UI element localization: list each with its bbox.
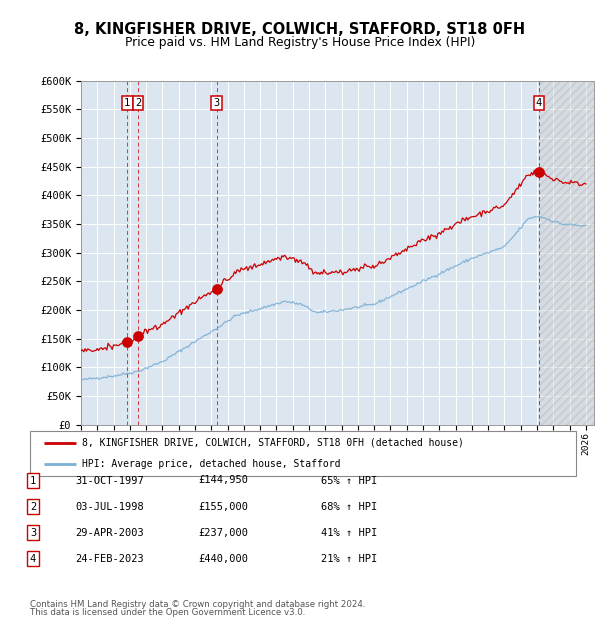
Text: 3: 3 (214, 98, 220, 108)
Text: £237,000: £237,000 (198, 528, 248, 538)
FancyBboxPatch shape (30, 431, 576, 476)
Text: 03-JUL-1998: 03-JUL-1998 (75, 502, 144, 512)
Bar (539, 81, 600, 425)
Text: 3: 3 (30, 528, 36, 538)
Text: 2: 2 (30, 502, 36, 512)
Text: 4: 4 (536, 98, 542, 108)
Text: 31-OCT-1997: 31-OCT-1997 (75, 476, 144, 485)
Text: 1: 1 (30, 476, 36, 485)
Text: This data is licensed under the Open Government Licence v3.0.: This data is licensed under the Open Gov… (30, 608, 305, 617)
Text: 41% ↑ HPI: 41% ↑ HPI (321, 528, 377, 538)
Point (133, 331, 143, 341)
Text: £155,000: £155,000 (198, 502, 248, 512)
Text: 8, KINGFISHER DRIVE, COLWICH, STAFFORD, ST18 0FH: 8, KINGFISHER DRIVE, COLWICH, STAFFORD, … (74, 22, 526, 37)
Text: £440,000: £440,000 (198, 554, 248, 564)
Text: Contains HM Land Registry data © Crown copyright and database right 2024.: Contains HM Land Registry data © Crown c… (30, 600, 365, 609)
Text: Price paid vs. HM Land Registry's House Price Index (HPI): Price paid vs. HM Land Registry's House … (125, 36, 475, 49)
Text: £144,950: £144,950 (198, 476, 248, 485)
Text: 1: 1 (124, 98, 130, 108)
Text: 21% ↑ HPI: 21% ↑ HPI (321, 554, 377, 564)
Text: 8, KINGFISHER DRIVE, COLWICH, STAFFORD, ST18 0FH (detached house): 8, KINGFISHER DRIVE, COLWICH, STAFFORD, … (82, 438, 464, 448)
Text: 24-FEB-2023: 24-FEB-2023 (75, 554, 144, 564)
Point (212, 284, 221, 294)
Text: 4: 4 (30, 554, 36, 564)
Text: 65% ↑ HPI: 65% ↑ HPI (321, 476, 377, 485)
Point (534, 167, 544, 177)
Text: 2: 2 (135, 98, 141, 108)
Text: 29-APR-2003: 29-APR-2003 (75, 528, 144, 538)
Text: 68% ↑ HPI: 68% ↑ HPI (321, 502, 377, 512)
Point (122, 337, 132, 347)
Text: HPI: Average price, detached house, Stafford: HPI: Average price, detached house, Staf… (82, 459, 340, 469)
